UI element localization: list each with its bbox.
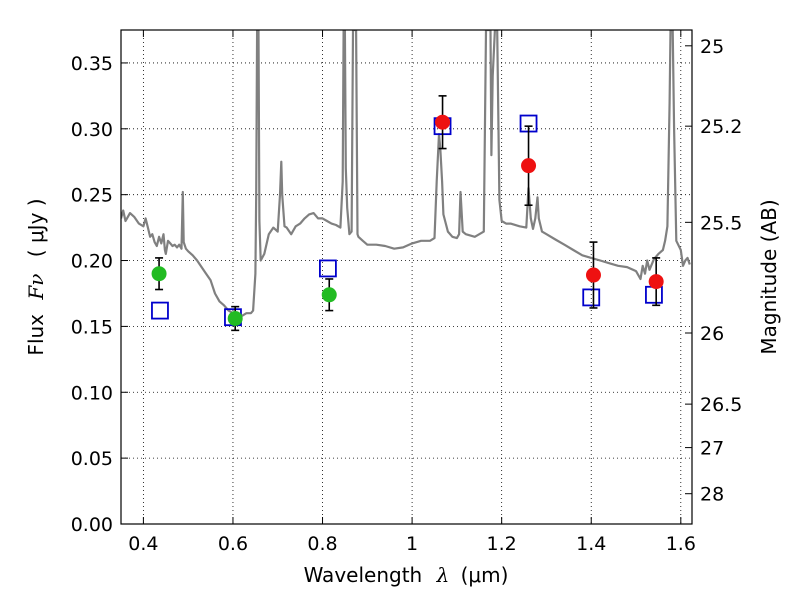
- y2-tick-label-5: 27: [700, 438, 724, 460]
- x-axis-label: Wavelength λ (μm): [304, 563, 509, 587]
- model-square-0: [151, 301, 169, 320]
- x-axis-label-symbol: λ: [436, 563, 450, 587]
- model-spectrum-line: [121, 30, 691, 317]
- y-tick-label-4: 0.20: [71, 251, 113, 273]
- y-axis-label: Flux Fν ( μJy ): [24, 198, 48, 355]
- y2-axis-label: Magnitude (AB): [757, 199, 781, 354]
- x-tick-label-6: 1.6: [666, 533, 696, 555]
- plot-frame: [120, 29, 693, 525]
- x-tick-label-1: 0.6: [218, 533, 248, 555]
- x-tick-label-5: 1.4: [576, 533, 606, 555]
- y-axis-label-text: Flux: [24, 314, 48, 356]
- y-tick-label-3: 0.15: [71, 316, 113, 338]
- x-tick-label-4: 1.2: [487, 533, 517, 555]
- y2-tick-label-3: 26: [700, 323, 724, 345]
- y2-tick-label-2: 25.5: [700, 212, 742, 234]
- y2-tick-label-6: 28: [700, 484, 724, 506]
- y2-tick-labels: 25 25.2 25.5 26 26.5 27 28: [700, 36, 742, 506]
- green-point-1: [227, 310, 243, 326]
- x-tick-label-2: 0.8: [307, 533, 337, 555]
- photometry-points: [151, 114, 664, 326]
- x-axis-label-text: Wavelength: [304, 563, 423, 587]
- y-tick-label-0: 0.00: [71, 514, 113, 536]
- red-point-0: [435, 114, 451, 130]
- red-point-2: [585, 267, 601, 283]
- x-tick-label-0: 0.4: [128, 533, 158, 555]
- y2-tick-label-0: 25: [700, 36, 724, 58]
- green-point-2: [321, 287, 337, 303]
- red-point-3: [648, 274, 664, 290]
- y2-tick-label-1: 25.2: [700, 116, 742, 138]
- y-axis-label-unit: ( μJy ): [24, 198, 48, 257]
- x-axis-label-unit: (μm): [461, 563, 509, 587]
- y-tick-label-7: 0.35: [71, 53, 113, 75]
- model-square-2: [319, 259, 337, 278]
- y-tick-label-1: 0.05: [71, 448, 113, 470]
- model-square-5: [582, 288, 601, 307]
- y2-tick-label-4: 26.5: [700, 394, 742, 416]
- green-point-0: [151, 266, 167, 282]
- x-tick-label-3: 1: [406, 533, 418, 555]
- y-tick-label-5: 0.25: [71, 185, 113, 207]
- y-tick-labels: 0.00 0.05 0.10 0.15 0.20 0.25 0.30 0.35: [71, 53, 113, 536]
- red-point-1: [521, 158, 537, 174]
- y-tick-label-2: 0.10: [71, 382, 113, 404]
- x-tick-labels: 0.4 0.6 0.8 1 1.2 1.4 1.6: [128, 533, 696, 555]
- y-axis-label-symbol: Fν: [24, 274, 48, 301]
- y-tick-label-6: 0.30: [71, 119, 113, 141]
- axis-ticks: [121, 30, 692, 525]
